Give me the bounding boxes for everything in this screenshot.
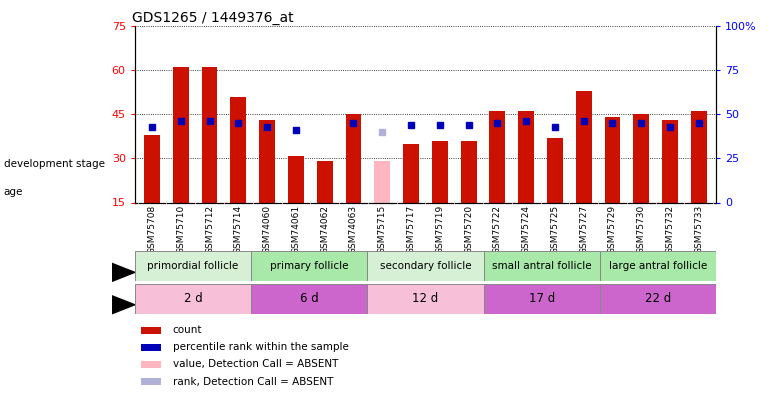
Polygon shape	[112, 263, 135, 281]
Text: GSM75717: GSM75717	[407, 205, 416, 254]
Text: percentile rank within the sample: percentile rank within the sample	[172, 342, 348, 352]
Bar	[634, 115, 649, 202]
Bar	[490, 111, 505, 202]
Bar	[144, 135, 160, 202]
Bar	[484, 284, 600, 314]
Text: count: count	[172, 325, 202, 335]
Text: GSM74060: GSM74060	[263, 205, 272, 254]
Bar	[367, 284, 484, 314]
Text: GSM75729: GSM75729	[608, 205, 617, 254]
Text: GSM74063: GSM74063	[349, 205, 358, 254]
Bar	[346, 115, 361, 202]
Bar	[288, 156, 304, 202]
Text: GSM74061: GSM74061	[291, 205, 300, 254]
Text: 2 d: 2 d	[183, 292, 203, 305]
Text: small antral follicle: small antral follicle	[492, 261, 591, 271]
Bar	[316, 161, 333, 202]
Text: 6 d: 6 d	[300, 292, 319, 305]
Text: GSM75732: GSM75732	[665, 205, 675, 254]
Text: GSM75712: GSM75712	[205, 205, 214, 254]
Text: GSM75708: GSM75708	[148, 205, 156, 254]
Bar	[604, 117, 621, 202]
Text: GDS1265 / 1449376_at: GDS1265 / 1449376_at	[132, 11, 293, 25]
Bar	[202, 67, 217, 202]
Bar	[173, 67, 189, 202]
Text: secondary follicle: secondary follicle	[380, 261, 471, 271]
Bar	[230, 97, 246, 202]
Text: GSM75720: GSM75720	[464, 205, 473, 254]
Bar	[135, 251, 251, 281]
Bar	[662, 120, 678, 202]
Text: rank, Detection Call = ABSENT: rank, Detection Call = ABSENT	[172, 377, 333, 387]
Text: value, Detection Call = ABSENT: value, Detection Call = ABSENT	[172, 360, 338, 369]
Text: GSM75733: GSM75733	[695, 205, 703, 254]
Text: age: age	[4, 188, 23, 197]
Bar	[251, 251, 367, 281]
Bar	[141, 326, 161, 334]
Bar	[259, 120, 275, 202]
Bar	[600, 251, 716, 281]
Text: 22 d: 22 d	[644, 292, 671, 305]
Text: primordial follicle: primordial follicle	[147, 261, 239, 271]
Text: GSM75730: GSM75730	[637, 205, 646, 254]
Text: GSM75715: GSM75715	[378, 205, 387, 254]
Text: GSM75710: GSM75710	[176, 205, 186, 254]
Text: 17 d: 17 d	[528, 292, 555, 305]
Bar	[141, 361, 161, 368]
Bar	[251, 284, 367, 314]
Polygon shape	[112, 296, 135, 314]
Bar	[374, 161, 390, 202]
Text: large antral follicle: large antral follicle	[609, 261, 707, 271]
Bar	[367, 251, 484, 281]
Text: GSM75725: GSM75725	[551, 205, 560, 254]
Text: GSM74062: GSM74062	[320, 205, 330, 254]
Bar	[547, 138, 563, 202]
Text: GSM75714: GSM75714	[234, 205, 243, 254]
Text: GSM75727: GSM75727	[579, 205, 588, 254]
Bar	[484, 251, 600, 281]
Bar	[432, 141, 447, 202]
Text: GSM75722: GSM75722	[493, 205, 502, 254]
Text: primary follicle: primary follicle	[270, 261, 348, 271]
Bar	[600, 284, 716, 314]
Bar	[135, 284, 251, 314]
Text: development stage: development stage	[4, 159, 105, 169]
Text: GSM75719: GSM75719	[435, 205, 444, 254]
Bar	[141, 378, 161, 385]
Bar	[460, 141, 477, 202]
Bar	[403, 144, 419, 202]
Text: GSM75724: GSM75724	[521, 205, 531, 254]
Bar	[691, 111, 707, 202]
Text: 12 d: 12 d	[412, 292, 439, 305]
Bar	[576, 91, 591, 202]
Bar	[518, 111, 534, 202]
Bar	[141, 344, 161, 351]
